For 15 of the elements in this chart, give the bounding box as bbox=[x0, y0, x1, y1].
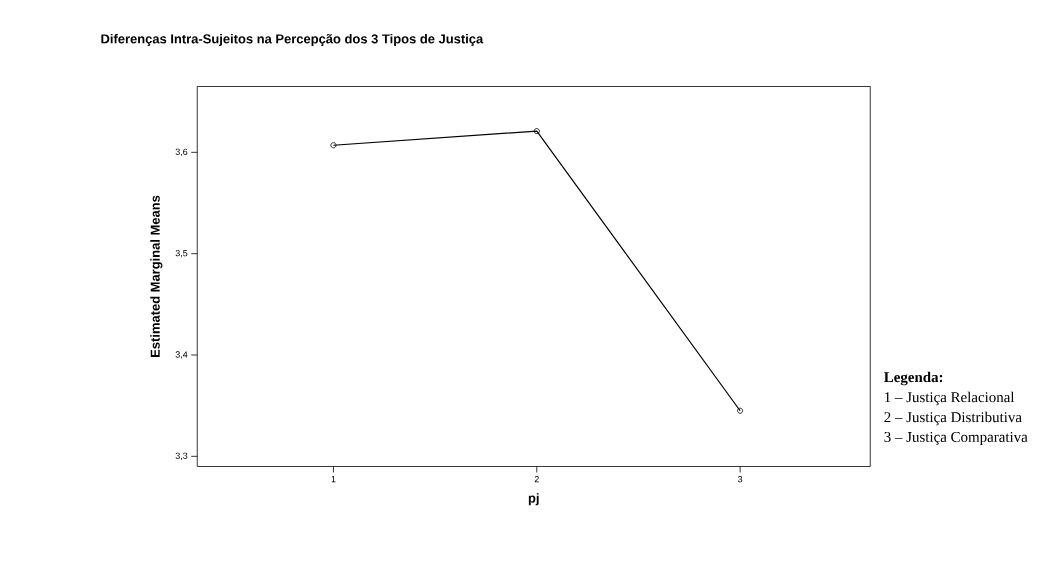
x-tick-label: 2 bbox=[534, 475, 539, 483]
y-tick-label: 3,3 bbox=[175, 452, 188, 461]
point bbox=[533, 128, 540, 135]
text: 2 – Justiça Distributiva bbox=[884, 411, 1022, 426]
text: 3 – Justiça Comparativa bbox=[884, 431, 1028, 446]
text: 1 – Justiça Relacional bbox=[885, 391, 1015, 406]
chart-title: Diferenças Intra-Sujeitos na Percepção dos 3 Tipos de Justiça bbox=[101, 33, 484, 47]
y-tick-label: 3,6 bbox=[175, 148, 188, 157]
text: Legenda: bbox=[884, 371, 943, 386]
x-tick-label: 3 bbox=[737, 475, 743, 483]
y-tick-label: 3,4 bbox=[175, 351, 188, 359]
y-axis-title: Estimated Marginal Means bbox=[150, 195, 163, 357]
y-tick-label: 3,5 bbox=[175, 249, 188, 258]
x-tick-label: 1 bbox=[331, 476, 336, 483]
x-axis-title: pj bbox=[528, 493, 539, 506]
